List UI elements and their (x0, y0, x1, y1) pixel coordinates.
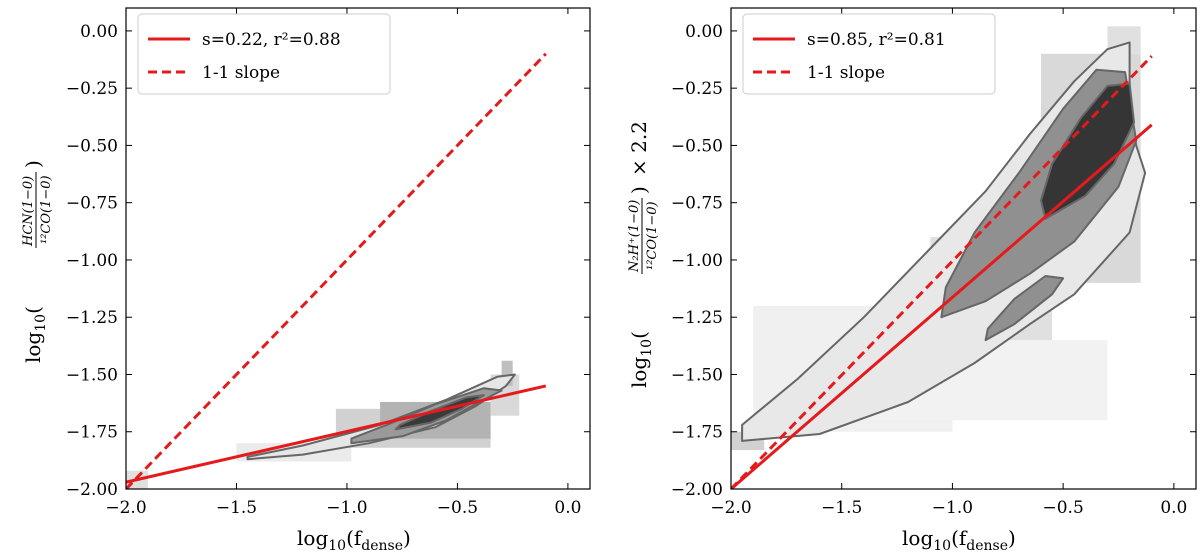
right-series-fit-line (731, 123, 1153, 489)
svg-text:): ) (627, 186, 651, 194)
left-x-axis-label: log10(fdense) (297, 526, 411, 554)
left-fit-lines (126, 52, 547, 489)
right-xtick-label-2: −1.0 (932, 498, 973, 518)
right-legend: s=0.85, r²=0.81 1-1 slope (742, 13, 996, 95)
right-legend-box (742, 13, 996, 95)
right-fit-lines (731, 55, 1153, 489)
left-series-one-to-one-slope-line (126, 52, 547, 489)
svg-text:HCN(1−0): HCN(1−0) (21, 176, 36, 247)
left-contour-level-1-0 (246, 373, 516, 461)
right-ytick-label-8: −2.00 (671, 480, 723, 500)
right-panel: −2.0 −1.5 −1.0 −0.5 0.0 0.00 −0.25 −0.50 −0.75 −1… (627, 7, 1197, 554)
svg-text:N₂H⁺(1−0): N₂H⁺(1−0) (627, 200, 642, 273)
svg-text:log10(: log10( (627, 331, 655, 388)
right-legend-slope-label: 1-1 slope (807, 63, 885, 83)
left-legend-box (137, 13, 391, 95)
right-legend-fit-label: s=0.85, r²=0.81 (807, 30, 946, 50)
right-ytick-label-0: 0.00 (685, 22, 723, 42)
left-panel: −2.0 −1.5 −1.0 −0.5 0.0 0.00 −0.25 −0.50 −0.75 −1… (21, 7, 591, 554)
left-legend: s=0.22, r²=0.88 1-1 slope (137, 13, 391, 95)
left-xtick-label-2: −1.0 (326, 498, 367, 518)
left-ytick-label-1: −0.25 (66, 79, 118, 99)
svg-text:¹²CO(1−0): ¹²CO(1−0) (39, 175, 54, 244)
left-y-axis-label: log10( HCN(1−0) ¹²CO(1−0) ) (21, 160, 54, 363)
right-ytick-label-7: −1.75 (671, 423, 723, 443)
right-y-axis-label: log10( N₂H⁺(1−0) ¹²CO(1−0) ) × 2.2 (627, 121, 660, 388)
right-ytick-label-1: −0.25 (671, 79, 723, 99)
left-ytick-label-3: −0.75 (66, 194, 118, 214)
svg-text:log10(: log10( (21, 306, 49, 363)
right-xtick-label-0: −2.0 (710, 498, 751, 518)
right-xtick-label-3: −0.5 (1043, 498, 1084, 518)
right-contours (741, 41, 1147, 442)
left-ytick-label-5: −1.25 (66, 308, 118, 328)
svg-text:× 2.2: × 2.2 (627, 121, 651, 176)
left-ytick-label-0: 0.00 (80, 22, 118, 42)
left-xtick-label-0: −2.0 (105, 498, 146, 518)
left-ytick-label-4: −1.00 (66, 251, 118, 271)
left-xtick-label-1: −1.5 (216, 498, 257, 518)
left-xtick-label-3: −0.5 (437, 498, 478, 518)
right-ytick-label-6: −1.50 (671, 365, 723, 385)
left-density-cell-5 (501, 360, 513, 386)
left-legend-slope-label: 1-1 slope (202, 63, 280, 83)
left-ytick-label-7: −1.75 (66, 423, 118, 443)
right-x-axis-label: log10(fdense) (902, 526, 1016, 554)
right-ytick-label-4: −1.00 (671, 251, 723, 271)
right-axes-frame (730, 7, 1197, 490)
right-series-one-to-one-slope-line (731, 55, 1153, 489)
left-ytick-label-8: −2.00 (66, 480, 118, 500)
right-ytick-label-2: −0.50 (671, 136, 723, 156)
right-xtick-label-1: −1.5 (821, 498, 862, 518)
right-contour-level-3-3 (1040, 82, 1135, 220)
left-legend-fit-label: s=0.22, r²=0.88 (202, 30, 341, 50)
right-ytick-label-3: −0.75 (671, 194, 723, 214)
svg-text:): ) (21, 160, 45, 168)
left-ticks: −2.0 −1.5 −1.0 −0.5 0.0 0.00 −0.25 −0.50 −0.75 −1… (66, 8, 590, 518)
left-series-fit-line (126, 384, 547, 484)
svg-text:¹²CO(1−0): ¹²CO(1−0) (645, 201, 660, 270)
right-contour-level-2-2 (984, 275, 1065, 342)
left-ytick-label-6: −1.50 (66, 365, 118, 385)
right-xtick-label-4: 0.0 (1160, 498, 1187, 518)
left-ytick-label-2: −0.50 (66, 136, 118, 156)
right-ytick-label-5: −1.25 (671, 308, 723, 328)
left-xtick-label-4: 0.0 (554, 498, 581, 518)
left-axes-frame (125, 7, 591, 490)
right-ticks: −2.0 −1.5 −1.0 −0.5 0.0 0.00 −0.25 −0.50 −0.75 −1… (671, 8, 1196, 518)
